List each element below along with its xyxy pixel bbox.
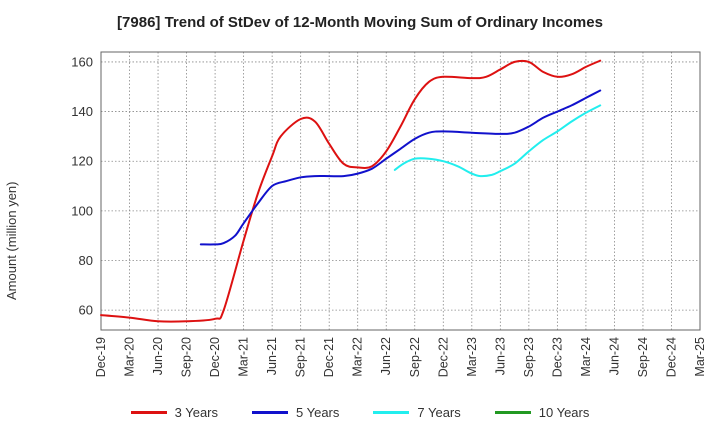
x-tick-label: Jun-21: [265, 337, 279, 375]
x-tick-label: Dec-19: [94, 337, 108, 377]
x-tick-label: Dec-22: [436, 337, 450, 377]
y-tick-label: 80: [79, 253, 93, 268]
x-tick-label: Dec-20: [208, 337, 222, 377]
series-line-3-years: [100, 59, 602, 323]
x-tick-label: Mar-25: [693, 337, 707, 377]
plot-area: [101, 52, 700, 330]
y-tick-label: 160: [71, 54, 93, 69]
x-tick-label: Jun-23: [493, 337, 507, 375]
x-tick-label: Sep-21: [294, 337, 308, 377]
x-tick-label: Mar-24: [579, 337, 593, 377]
x-tick-label: Sep-24: [636, 337, 650, 377]
legend-label-5-years: 5 Years: [296, 405, 340, 420]
legend-item-7-years: 7 Years: [373, 405, 461, 420]
x-tick-label: Jun-22: [379, 337, 393, 375]
legend-swatch-10-years: [494, 411, 531, 414]
x-tick-label: Mar-21: [237, 337, 251, 377]
x-tick-label: Mar-20: [123, 337, 137, 377]
series-line-5-years: [199, 89, 602, 246]
x-tick-label: Jun-20: [151, 337, 165, 375]
legend-swatch-7-years: [373, 411, 410, 414]
x-tick-label: Sep-23: [522, 337, 536, 377]
legend-swatch-5-years: [252, 411, 288, 414]
y-tick-label: 120: [71, 154, 93, 169]
chart-title: [7986] Trend of StDev of 12-Month Moving…: [117, 14, 603, 31]
y-tick-label: 100: [71, 203, 93, 218]
x-tick-label: Dec-21: [322, 337, 336, 377]
legend-label-7-years: 7 Years: [417, 405, 461, 420]
legend-label-3-years: 3 Years: [174, 405, 218, 420]
x-tick-label: Sep-22: [408, 337, 422, 377]
legend: 3 Years 5 Years 7 Years 10 Years: [0, 405, 720, 420]
y-tick-label: 60: [79, 303, 93, 318]
x-tick-label: Jun-24: [607, 337, 621, 375]
plot-frame: [100, 51, 701, 331]
x-tick-label: Mar-23: [465, 337, 479, 377]
y-tick-label: 140: [71, 104, 93, 119]
x-tick-label: Sep-20: [180, 337, 194, 377]
legend-item-5-years: 5 Years: [252, 405, 339, 420]
legend-item-3-years: 3 Years: [130, 405, 218, 420]
x-tick-label: Mar-22: [351, 337, 365, 377]
legend-swatch-3-years: [130, 411, 167, 414]
x-tick-label: Dec-24: [664, 337, 678, 377]
x-tick-label: Dec-23: [550, 337, 564, 377]
legend-label-10-years: 10 Years: [538, 405, 590, 420]
series-line-7-years: [393, 104, 602, 178]
legend-item-10-years: 10 Years: [494, 405, 590, 420]
